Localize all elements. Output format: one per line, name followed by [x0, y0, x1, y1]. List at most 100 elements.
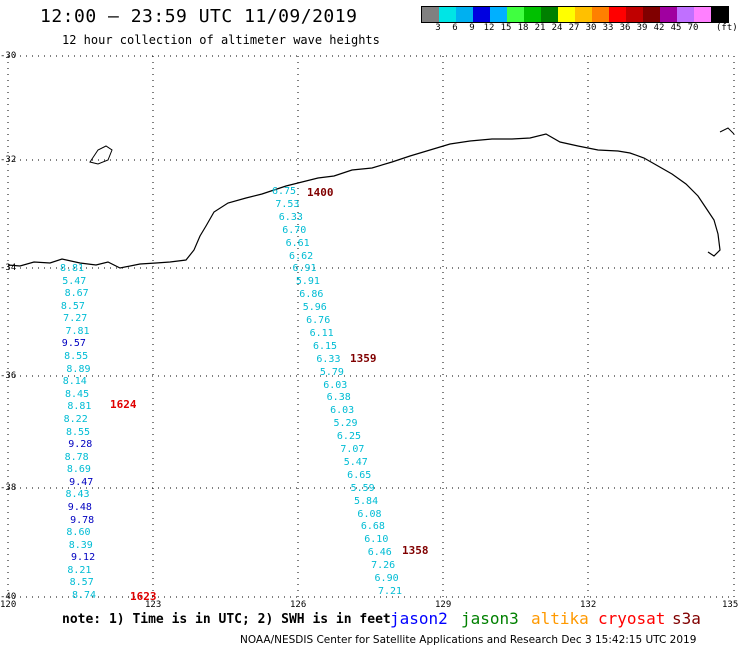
- wave-height-value: 8.55: [65, 426, 91, 438]
- color-scale-label: 6: [452, 23, 458, 33]
- color-scale-label: 9: [469, 23, 475, 33]
- coastline-inland-feature: [89, 145, 113, 165]
- color-swatch: [456, 7, 473, 22]
- longitude-label: 126: [290, 600, 307, 610]
- color-scale-label: 3: [435, 23, 441, 33]
- wave-height-value: 7.53: [275, 198, 300, 210]
- longitude-label: 132: [580, 600, 597, 610]
- wave-height-value: 6.33: [316, 353, 341, 365]
- wave-height-value: 8.60: [66, 527, 91, 539]
- wave-height-value: 6.65: [347, 469, 372, 481]
- color-swatch: [490, 7, 507, 22]
- color-scale-label: 42: [653, 23, 665, 33]
- wave-height-value: 6.03: [330, 405, 355, 417]
- color-swatch: [592, 7, 609, 22]
- wave-height-value: 8.39: [68, 539, 93, 551]
- wave-height-value: 8.67: [64, 288, 89, 300]
- color-scale-label: 39: [636, 23, 648, 33]
- latitude-label: -40: [0, 592, 17, 602]
- coastline: [7, 133, 721, 269]
- wave-height-value: 8.81: [67, 401, 92, 413]
- wave-height-value: 8.45: [65, 388, 90, 400]
- color-scale-unit: (ft): [716, 23, 738, 33]
- wave-height-value: 9.47: [69, 476, 94, 488]
- color-swatch: [558, 7, 575, 22]
- color-scale-bar: [421, 6, 729, 23]
- color-swatch: [473, 7, 490, 22]
- latitude-label: -32: [0, 155, 17, 165]
- longitude-label: 135: [722, 600, 739, 610]
- wave-height-value: 6.75: [271, 186, 297, 197]
- color-scale-label: 12: [483, 23, 495, 33]
- color-swatch: [694, 7, 711, 22]
- wave-height-value: 6.90: [374, 573, 399, 585]
- wave-height-value: 5.91: [295, 276, 320, 288]
- longitude-label: 129: [435, 600, 452, 610]
- latitude-label: -36: [0, 371, 17, 381]
- wave-height-value: 5.59: [350, 482, 375, 494]
- wave-height-value: 8.69: [66, 464, 91, 476]
- wave-height-value: 6.91: [292, 263, 317, 275]
- color-swatch: [711, 7, 728, 22]
- wave-height-value: 8.57: [69, 577, 94, 589]
- wave-height-value: 5.79: [319, 366, 344, 378]
- wave-height-value: 5.96: [302, 302, 327, 314]
- wave-height-value: 6.76: [306, 315, 331, 327]
- color-scale-label: 33: [602, 23, 614, 33]
- latitude-label: -38: [0, 483, 17, 493]
- wave-height-value: 8.21: [67, 564, 92, 576]
- longitude-label: 120: [0, 600, 17, 610]
- color-swatch: [575, 7, 592, 22]
- wave-height-value: 9.48: [67, 501, 92, 513]
- map-subtitle: 12 hour collection of altimeter wave hei…: [62, 33, 380, 47]
- longitude-label: 123: [145, 600, 162, 610]
- color-scale-label: 45: [670, 23, 682, 33]
- satellite-legend-s3a: s3a: [672, 609, 701, 628]
- wave-height-value: 8.78: [64, 451, 89, 463]
- wave-height-value: 8.43: [65, 489, 90, 501]
- lat-lon-grid: [7, 55, 735, 598]
- wave-height-value: 6.68: [360, 521, 385, 533]
- latitude-label: -34: [0, 263, 17, 273]
- wave-height-value: 8.81: [59, 263, 85, 274]
- wave-height-value: 6.08: [357, 508, 382, 520]
- color-scale-label: 30: [585, 23, 597, 33]
- pass-time-label: 1358: [402, 544, 429, 557]
- wave-height-value: 8.22: [63, 413, 88, 425]
- wave-height-value: 7.26: [371, 560, 396, 572]
- color-scale-label: 15: [500, 23, 512, 33]
- wave-height-value: 5.84: [354, 495, 379, 507]
- wave-height-value: 8.74: [71, 590, 97, 601]
- coastline-east-feature: [719, 127, 735, 135]
- wave-height-value: 8.14: [62, 376, 87, 388]
- wave-height-value: 9.12: [71, 552, 96, 564]
- wave-height-value: 9.28: [68, 439, 93, 451]
- wave-height-value: 6.15: [312, 340, 338, 352]
- footer-credit: NOAA/NESDIS Center for Satellite Applica…: [240, 634, 697, 646]
- color-swatch: [422, 7, 439, 22]
- wave-height-value: 6.61: [285, 237, 310, 249]
- pass-time-label: 1624: [110, 398, 137, 411]
- wave-height-value: 8.89: [66, 363, 91, 375]
- wave-height-value: 5.47: [62, 275, 87, 287]
- wave-height-value: 7.81: [65, 325, 90, 337]
- color-scale-label: 24: [551, 23, 563, 33]
- color-scale-label: 27: [568, 23, 580, 33]
- wave-height-value: 6.25: [336, 431, 361, 443]
- pass-time-label: 1400: [307, 186, 334, 199]
- wave-height-value: 8.57: [60, 300, 85, 312]
- color-scale-label: 21: [534, 23, 546, 33]
- satellite-legend-cryosat: cryosat: [598, 609, 666, 628]
- wave-height-value: 6.46: [367, 547, 392, 559]
- satellite-legend-altika: altika: [531, 609, 589, 628]
- wave-height-value: 7.07: [340, 444, 365, 456]
- color-swatch: [541, 7, 558, 22]
- wave-height-value: 9.57: [61, 338, 86, 350]
- color-swatch: [609, 7, 626, 22]
- color-scale-label: 18: [517, 23, 529, 33]
- color-swatch: [660, 7, 677, 22]
- color-swatch: [677, 7, 694, 22]
- satellite-legend-jason3: jason3: [461, 609, 519, 628]
- color-swatch: [524, 7, 541, 22]
